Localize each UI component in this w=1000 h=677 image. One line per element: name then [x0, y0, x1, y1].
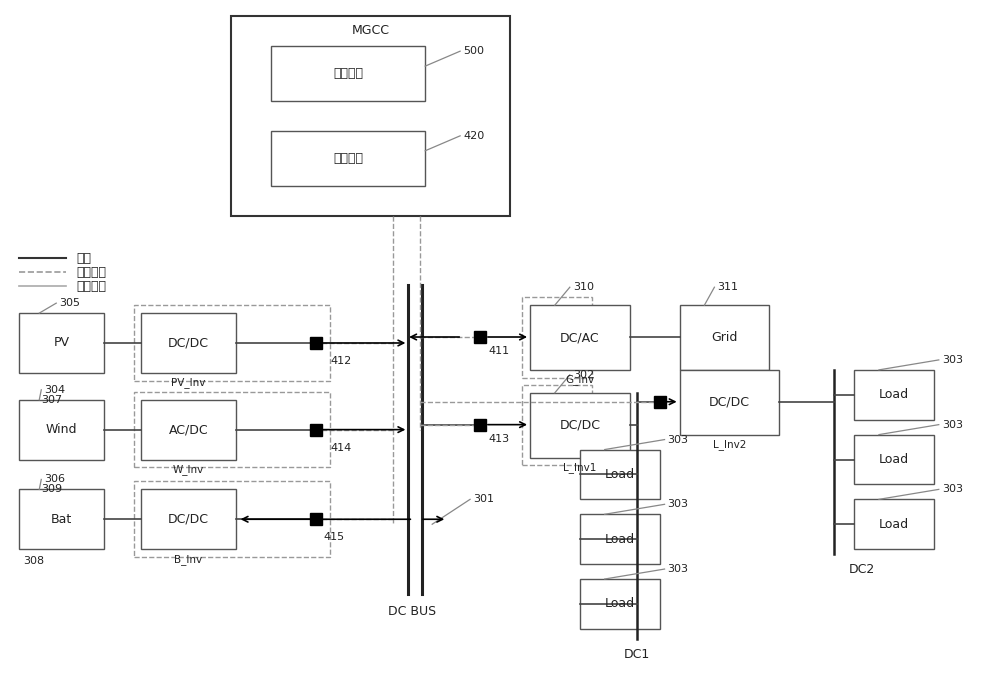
Text: 307: 307 — [41, 395, 62, 405]
Text: 420: 420 — [463, 131, 484, 141]
Text: W_Inv: W_Inv — [172, 464, 203, 475]
Text: Wind: Wind — [46, 423, 77, 436]
Bar — [19, 313, 104, 373]
Text: G_Inv: G_Inv — [565, 374, 594, 385]
Bar — [19, 399, 104, 460]
Text: 303: 303 — [668, 500, 689, 509]
Text: L_Inv2: L_Inv2 — [713, 439, 746, 450]
Text: DC/DC: DC/DC — [709, 396, 750, 409]
Text: 414: 414 — [330, 443, 352, 452]
Text: 411: 411 — [488, 346, 509, 356]
Text: 415: 415 — [323, 532, 345, 542]
Text: DC/DC: DC/DC — [168, 336, 209, 349]
Text: DC2: DC2 — [849, 563, 875, 575]
Text: Load: Load — [605, 468, 635, 481]
Bar — [580, 450, 660, 500]
Text: 305: 305 — [59, 298, 80, 308]
Text: DC/AC: DC/AC — [560, 331, 600, 344]
Text: PV_Inv: PV_Inv — [171, 377, 205, 389]
Bar — [854, 500, 934, 549]
Text: PV: PV — [54, 336, 70, 349]
Bar — [580, 579, 660, 629]
Text: 500: 500 — [463, 46, 484, 56]
Text: 304: 304 — [44, 385, 65, 395]
Text: 303: 303 — [942, 484, 963, 494]
Text: 310: 310 — [573, 282, 594, 292]
Bar — [271, 46, 425, 101]
Bar — [530, 393, 630, 458]
Text: 412: 412 — [330, 356, 352, 366]
Bar — [580, 515, 660, 564]
Text: Load: Load — [605, 533, 635, 546]
Text: 303: 303 — [668, 564, 689, 574]
Bar — [141, 399, 236, 460]
Text: Load: Load — [879, 453, 909, 466]
Bar — [134, 392, 330, 468]
Text: 308: 308 — [23, 556, 44, 566]
Bar — [19, 489, 104, 549]
Text: AC/DC: AC/DC — [169, 423, 208, 436]
Bar — [854, 435, 934, 485]
Text: 采集线路: 采集线路 — [76, 280, 106, 292]
Text: DC1: DC1 — [623, 648, 650, 661]
Text: Load: Load — [879, 389, 909, 401]
Text: DC/DC: DC/DC — [168, 512, 209, 526]
Text: MGCC: MGCC — [351, 24, 389, 37]
Bar — [141, 489, 236, 549]
Text: Bat: Bat — [51, 512, 72, 526]
Bar — [522, 297, 592, 378]
Text: 计算单元: 计算单元 — [333, 152, 363, 165]
Text: 306: 306 — [44, 475, 65, 485]
Text: 303: 303 — [668, 435, 689, 445]
Bar — [141, 313, 236, 373]
Text: 303: 303 — [942, 420, 963, 430]
Text: 调节模块: 调节模块 — [333, 67, 363, 80]
Bar — [271, 131, 425, 185]
Text: 303: 303 — [942, 355, 963, 365]
Text: 413: 413 — [488, 433, 509, 443]
Bar — [680, 305, 769, 370]
Text: 通信线路: 通信线路 — [76, 266, 106, 279]
Bar — [134, 305, 330, 381]
Text: 301: 301 — [473, 494, 494, 504]
Bar — [231, 16, 510, 215]
Bar — [530, 305, 630, 370]
Text: Load: Load — [879, 518, 909, 531]
Text: 309: 309 — [41, 484, 62, 494]
Text: B_Inv: B_Inv — [174, 554, 202, 565]
Bar — [134, 481, 330, 557]
Bar — [522, 385, 592, 466]
Bar — [854, 370, 934, 420]
Bar — [680, 370, 779, 435]
Text: DC/DC: DC/DC — [559, 418, 600, 432]
Text: 电路: 电路 — [76, 252, 91, 265]
Text: 302: 302 — [573, 370, 594, 380]
Text: Grid: Grid — [711, 331, 738, 344]
Text: 311: 311 — [717, 282, 738, 292]
Text: Load: Load — [605, 597, 635, 611]
Text: L_Inv1: L_Inv1 — [563, 462, 596, 473]
Text: DC BUS: DC BUS — [388, 605, 436, 618]
